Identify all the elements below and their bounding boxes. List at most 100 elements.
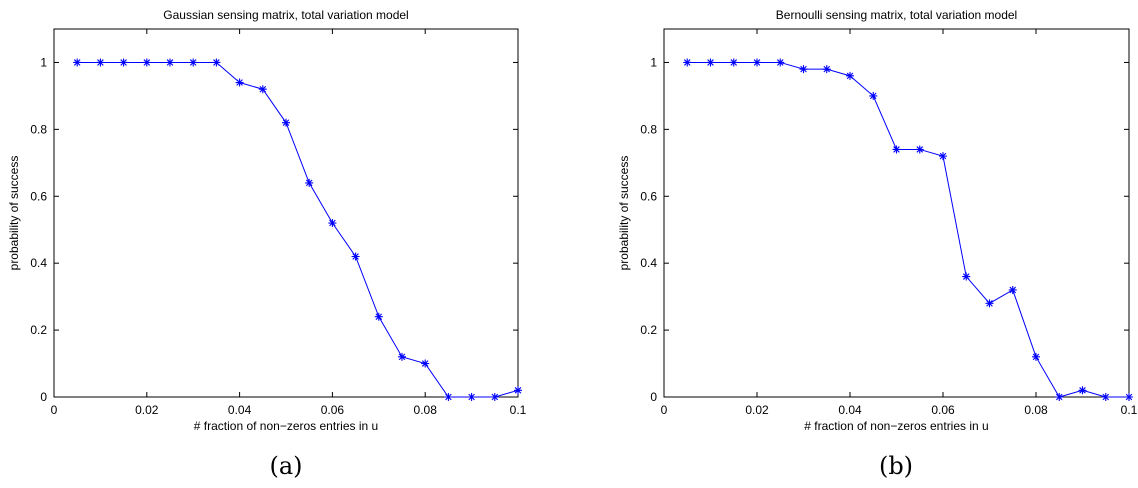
asterisk-marker (1078, 386, 1087, 395)
x-tick-label: 0.08 (1024, 403, 1048, 417)
asterisk-marker (119, 58, 128, 67)
data-point (467, 393, 476, 401)
data-point (706, 58, 715, 67)
x-tick-label: 0.02 (135, 403, 159, 417)
asterisk-marker (776, 58, 785, 67)
data-point (753, 58, 761, 67)
asterisk-marker (73, 58, 82, 67)
chart-title: Bernoulli sensing matrix, total variatio… (776, 8, 1017, 22)
y-tick-label: 0 (650, 390, 657, 404)
asterisk-marker (374, 312, 383, 321)
asterisk-marker (305, 178, 314, 187)
data-point (166, 58, 174, 67)
y-tick-label: 0.6 (640, 189, 657, 203)
x-tick-label: 0.06 (321, 403, 345, 417)
data-point (1032, 352, 1040, 361)
data-point (1008, 285, 1017, 294)
plot-frame (53, 28, 519, 398)
data-point (1101, 393, 1110, 401)
data-point (490, 393, 499, 401)
figure-caption-a: (a) (269, 452, 302, 480)
data-point (444, 393, 453, 401)
asterisk-marker (514, 386, 522, 395)
asterisk-marker (1008, 285, 1017, 294)
asterisk-marker (915, 145, 924, 154)
x-tick-label: 0.1 (1121, 403, 1138, 417)
x-tick-label: 0 (51, 403, 58, 417)
y-axis-label: probability of success (617, 156, 631, 271)
asterisk-marker (467, 393, 476, 401)
asterisk-marker (490, 393, 499, 401)
asterisk-marker (398, 352, 406, 361)
data-point (328, 219, 337, 228)
asterisk-marker (1101, 393, 1110, 401)
data-point (398, 352, 406, 361)
data-point (939, 152, 947, 161)
asterisk-marker (189, 58, 198, 67)
asterisk-marker (869, 91, 878, 100)
x-tick-label: 0 (661, 403, 668, 417)
data-point (421, 359, 430, 368)
y-tick-label: 0.2 (30, 323, 47, 337)
asterisk-marker (351, 252, 360, 261)
data-point (846, 71, 854, 80)
y-tick-label: 1 (40, 55, 47, 69)
asterisk-marker (683, 58, 692, 67)
data-point (73, 58, 82, 67)
data-point (915, 145, 924, 154)
data-point (142, 58, 151, 67)
asterisk-marker (729, 58, 738, 67)
data-point (258, 85, 267, 94)
asterisk-marker (328, 219, 337, 228)
y-tick-label: 1 (650, 55, 657, 69)
x-tick-label: 0.06 (931, 403, 955, 417)
data-point (189, 58, 198, 67)
data-point (776, 58, 785, 67)
data-point (514, 386, 522, 395)
asterisk-marker (822, 65, 831, 74)
series-line (77, 61, 519, 398)
chart-title: Gaussian sensing matrix, total variation… (163, 8, 408, 22)
data-point (1055, 393, 1064, 401)
asterisk-marker (962, 272, 971, 281)
asterisk-marker (706, 58, 715, 67)
data-point (799, 65, 808, 74)
asterisk-marker (212, 58, 221, 67)
asterisk-marker (753, 58, 761, 67)
data-point (985, 299, 994, 308)
y-tick-label: 0.4 (30, 256, 47, 270)
asterisk-marker (166, 58, 174, 67)
y-tick-label: 0.6 (30, 189, 47, 203)
data-point (892, 145, 901, 154)
data-point (1078, 386, 1087, 395)
asterisk-marker (939, 152, 947, 161)
asterisk-marker (1125, 393, 1133, 401)
x-tick-label: 0.1 (510, 403, 527, 417)
x-tick-label: 0.08 (414, 403, 438, 417)
asterisk-marker (235, 78, 244, 87)
asterisk-marker (258, 85, 267, 94)
asterisk-marker (846, 71, 854, 80)
data-point (1125, 393, 1133, 401)
figure-caption-b: (b) (879, 452, 913, 480)
asterisk-marker (1055, 393, 1064, 401)
data-point (729, 58, 738, 67)
series-line (687, 61, 1129, 398)
data-point (235, 78, 244, 87)
chart-a: Gaussian sensing matrix, total variation… (7, 8, 527, 433)
asterisk-marker (892, 145, 901, 154)
x-tick-label: 0.04 (228, 403, 252, 417)
y-tick-label: 0.2 (640, 323, 657, 337)
chart-b: Bernoulli sensing matrix, total variatio… (617, 8, 1138, 433)
asterisk-marker (142, 58, 151, 67)
x-axis-label: # fraction of non−zeros entries in u (804, 419, 988, 433)
data-point (96, 58, 105, 67)
x-tick-label: 0.02 (745, 403, 769, 417)
asterisk-marker (799, 65, 808, 74)
y-tick-label: 0 (40, 390, 47, 404)
y-axis-label: probability of success (7, 156, 21, 271)
data-point (119, 58, 128, 67)
y-tick-label: 0.8 (30, 122, 47, 136)
asterisk-marker (444, 393, 453, 401)
